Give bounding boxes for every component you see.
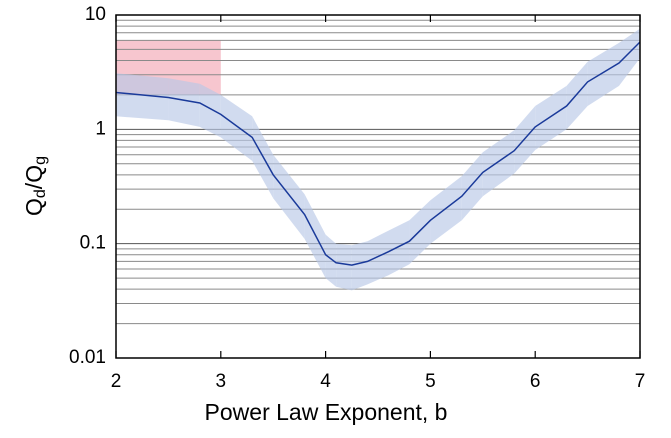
confidence-band [388, 220, 410, 276]
confidence-band [409, 200, 431, 265]
confidence-band [116, 73, 169, 121]
confidence-band [199, 83, 221, 138]
plot-frame [115, 14, 641, 359]
x-axis-label: Power Law Exponent, b [205, 399, 448, 425]
y-label-sub: d [32, 189, 49, 198]
confidence-band [535, 85, 567, 150]
y-label-part: /Q [21, 165, 47, 189]
y-axis-label: Qd/Qg [21, 156, 49, 216]
confidence-band [587, 42, 619, 106]
x-tick-label: 5 [425, 371, 436, 392]
x-tick-label: 6 [530, 371, 541, 392]
confidence-band [430, 176, 462, 244]
data-line [115, 41, 641, 266]
x-tick-label: 4 [320, 371, 331, 392]
y-tick-label: 0.1 [80, 233, 106, 254]
x-tick-label: 7 [635, 371, 646, 392]
confidence-band [336, 243, 352, 291]
confidence-band [367, 230, 389, 285]
confidence-band [566, 61, 588, 130]
y-tick-label: 1 [95, 118, 106, 139]
confidence-band [273, 154, 305, 239]
confidence-band [325, 234, 337, 287]
confidence-band [220, 94, 253, 161]
y-label-part: Q [21, 198, 47, 216]
confidence-band [619, 28, 640, 86]
y-label-sub: g [32, 156, 49, 165]
y-tick-label: 10 [85, 4, 106, 25]
confidence-band [168, 78, 200, 127]
confidence-band [351, 241, 368, 291]
confidence-band [482, 130, 515, 197]
x-tick-label: 3 [216, 371, 227, 392]
confidence-band [461, 152, 483, 221]
x-tick-label: 2 [111, 371, 122, 392]
y-tick-label: 0.01 [69, 347, 106, 368]
